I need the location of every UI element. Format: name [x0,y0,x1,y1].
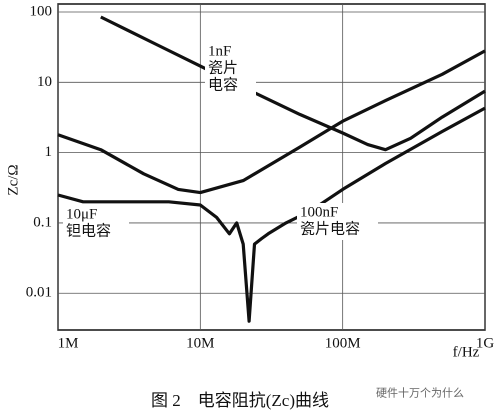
x-tick-label: 100M [325,335,361,351]
y-tick-label: 0.1 [33,214,52,230]
series-label: 钽电容 [66,222,111,239]
plot-frame [57,3,486,331]
label-background [205,42,256,96]
series-label: 10μF [66,206,97,222]
series-label: 瓷片 [208,59,238,76]
series-label: 电容 [208,76,238,93]
impedance-curve [57,49,486,195]
series-label: 100nF [300,204,338,220]
series-label: 瓷片电容 [300,220,360,237]
y-tick-label: 1 [45,144,53,160]
x-tick-label: 10M [186,335,214,351]
x-axis-label: f/Hz [453,344,480,360]
x-tick-label: 1G [476,335,495,351]
watermark: 硬件十万个为什么 [376,386,464,400]
impedance-curve [100,15,486,152]
series-label: 1nF [208,43,231,59]
y-tick-label: 0.01 [26,285,52,301]
label-background [297,203,378,240]
y-tick-label: 100 [30,3,53,19]
caption: 图 2 电容阻抗(Zc)曲线 [151,391,329,410]
label-background [63,205,129,242]
impedance-curve [57,106,486,323]
y-tick-label: 10 [37,74,52,90]
y-axis-label: Zc/Ω [5,164,21,195]
x-tick-label: 1M [58,335,79,351]
